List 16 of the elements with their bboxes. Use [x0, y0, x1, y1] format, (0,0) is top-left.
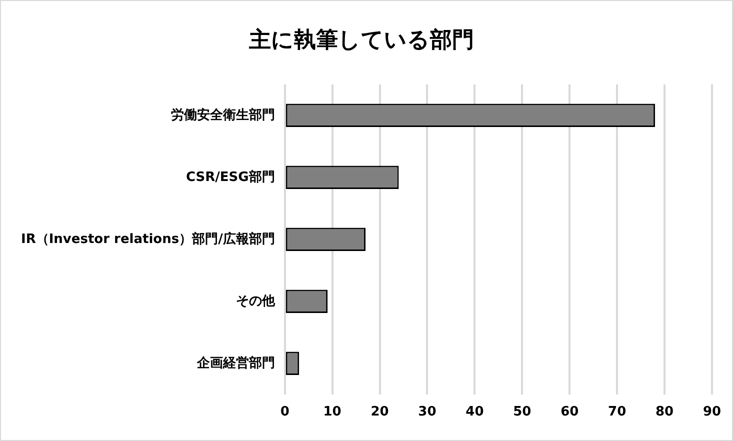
- x-tick-label: 60: [560, 404, 579, 420]
- x-tick-label: 80: [655, 404, 674, 420]
- chart-title: 主に執筆している部門: [248, 26, 474, 53]
- y-tick-label: 企画経営部門: [196, 354, 275, 371]
- x-tick-label: 70: [608, 404, 626, 420]
- x-tick-label: 90: [702, 404, 722, 420]
- x-tick-label: 20: [370, 404, 389, 420]
- x-tick-label: 10: [323, 404, 342, 420]
- x-tick-label: 30: [418, 404, 436, 420]
- y-tick-label: IR（Investor relations）部門/広報部門: [20, 230, 275, 247]
- y-tick-label: 労働安全衛生部門: [170, 106, 275, 123]
- x-tick-label: 50: [513, 404, 532, 420]
- y-tick-label: CSR/ESG部門: [186, 168, 275, 185]
- x-tick-label: 40: [466, 404, 484, 420]
- y-tick-label: その他: [236, 294, 276, 309]
- x-tick-label: 0: [280, 404, 290, 420]
